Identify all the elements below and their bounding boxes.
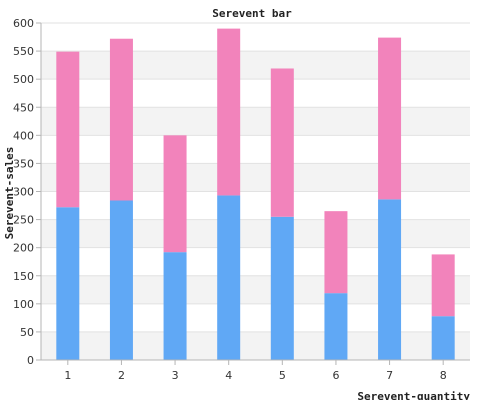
grid-band [41, 51, 470, 80]
y-tick-label: 250 [13, 214, 34, 227]
bar-segment-series-1 [56, 207, 80, 360]
bar-segment-series-1 [270, 216, 294, 360]
x-tick-labels: 1 2 3 4 5 6 7 8 [64, 360, 447, 382]
bar-segment-series-2 [217, 28, 241, 196]
bar-segment-series-2 [163, 135, 187, 253]
bar-segment-series-1 [378, 199, 402, 360]
bar-segment-series-1 [324, 293, 348, 360]
x-tick-label: 7 [386, 369, 393, 382]
x-tick-label: 5 [279, 369, 286, 382]
y-axis-title: Serevent-sales [3, 147, 16, 240]
y-tick-label: 350 [13, 157, 34, 170]
bar-segment-series-2 [378, 37, 402, 200]
bar-segment-series-1 [431, 316, 455, 360]
y-tick-label: 300 [13, 186, 34, 199]
bar-segment-series-2 [56, 51, 80, 208]
y-tick-label: 500 [13, 73, 34, 86]
bar-segment-series-2 [270, 68, 294, 217]
x-tick-label: 6 [332, 369, 339, 382]
bars [56, 28, 455, 360]
y-tick-label: 200 [13, 242, 34, 255]
grid-band [41, 303, 470, 332]
y-tick-labels: 0 50 100 150 200 250 300 350 400 450 500 550 600 [13, 17, 34, 367]
grid-band [41, 247, 470, 276]
chart-title: Serevent bar [212, 7, 292, 20]
bar-segment-series-2 [109, 38, 133, 201]
x-tick-label: 8 [440, 369, 447, 382]
grid-band [41, 331, 470, 360]
y-tick-label: 100 [13, 298, 34, 311]
y-tick-label: 150 [13, 270, 34, 283]
y-tick-label: 400 [13, 129, 34, 142]
x-tick-label: 4 [225, 369, 232, 382]
grid-band [41, 163, 470, 192]
x-tick-label: 1 [64, 369, 71, 382]
bar-segment-series-1 [217, 195, 241, 360]
bar-segment-series-2 [431, 254, 455, 317]
grid-band [41, 79, 470, 108]
y-tick-label: 450 [13, 101, 34, 114]
grid-band [41, 135, 470, 164]
bar-segment-series-1 [109, 200, 133, 360]
x-axis-title: Serevent-quantity [357, 390, 470, 400]
x-tick-label: 3 [172, 369, 179, 382]
y-tick-label: 50 [20, 326, 34, 339]
grid-band [41, 23, 470, 52]
axes [40, 23, 470, 361]
grid-band [41, 219, 470, 248]
x-tick-label: 2 [118, 369, 125, 382]
grid-band [41, 107, 470, 136]
y-tick-label: 0 [27, 354, 34, 367]
bar-segment-series-2 [324, 211, 348, 294]
y-tick-label: 550 [13, 45, 34, 58]
grid-band [41, 191, 470, 220]
bar-segment-series-1 [163, 252, 187, 360]
grid-band [41, 275, 470, 304]
y-tick-label: 600 [13, 17, 34, 30]
